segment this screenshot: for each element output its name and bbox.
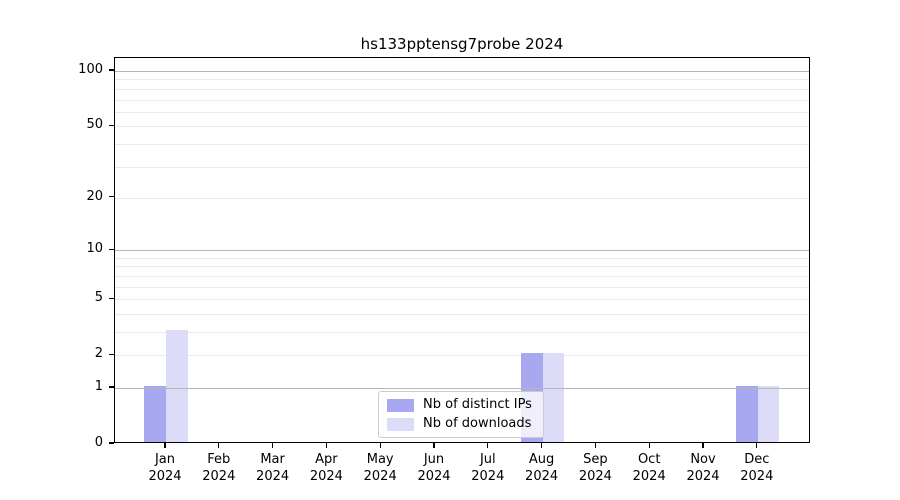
x-tick	[756, 443, 758, 448]
legend: Nb of distinct IPs Nb of downloads	[378, 391, 544, 438]
y-tick-label: 100	[78, 62, 103, 77]
minor-gridline	[115, 126, 809, 128]
y-tick-label: 2	[94, 346, 103, 362]
y-tick	[109, 248, 114, 250]
minor-gridline	[115, 299, 809, 301]
x-tick-label: Jul 2024	[471, 452, 505, 484]
major-gridline	[115, 250, 809, 252]
x-tick	[218, 443, 220, 448]
x-tick	[325, 443, 327, 448]
x-tick	[164, 443, 166, 448]
minor-gridline	[115, 355, 809, 357]
minor-gridline	[115, 99, 809, 101]
y-tick	[109, 442, 114, 444]
legend-label: Nb of distinct IPs	[423, 397, 532, 412]
minor-gridline	[115, 111, 809, 113]
major-gridline	[115, 388, 809, 389]
minor-gridline	[115, 143, 809, 145]
y-tick-label: 1	[94, 379, 103, 394]
x-tick-label: Jan 2024	[148, 452, 182, 484]
legend-swatch-distinct-ips	[387, 398, 414, 412]
legend-swatch-downloads	[387, 417, 414, 431]
minor-gridline	[115, 88, 809, 90]
chart-title: hs133pptensg7probe 2024	[360, 35, 564, 53]
legend-entry-distinct-ips: Nb of distinct IPs	[387, 398, 535, 412]
y-tick	[109, 196, 114, 198]
y-tick	[109, 124, 114, 126]
minor-gridline	[115, 266, 809, 268]
x-tick-label: Aug 2024	[525, 452, 559, 484]
bar-downloads	[757, 386, 780, 442]
y-tick-label: 20	[86, 188, 103, 204]
minor-gridline	[115, 313, 809, 315]
bar-downloads	[542, 353, 565, 442]
bar-distinct-ips	[736, 386, 758, 442]
legend-entry-downloads: Nb of downloads	[387, 417, 535, 431]
y-tick	[109, 353, 114, 355]
y-tick-label: 5	[94, 290, 103, 306]
y-tick-label: 10	[86, 241, 103, 257]
minor-gridline	[115, 166, 809, 168]
minor-gridline	[115, 286, 809, 288]
major-gridline	[115, 71, 809, 72]
y-tick-label: 50	[86, 117, 103, 133]
x-tick-label: Sep 2024	[578, 452, 612, 484]
x-tick-label: Apr 2024	[309, 452, 343, 484]
minor-gridline	[115, 275, 809, 277]
x-tick	[487, 443, 489, 448]
x-tick	[594, 443, 596, 448]
x-tick	[541, 443, 543, 448]
y-tick	[109, 69, 114, 71]
bar-distinct-ips	[144, 386, 166, 442]
x-tick-label: Feb 2024	[202, 452, 236, 484]
x-tick	[379, 443, 381, 448]
x-tick	[272, 443, 274, 448]
minor-gridline	[115, 257, 809, 259]
x-tick	[702, 443, 704, 448]
x-tick	[433, 443, 435, 448]
plot-area	[114, 57, 810, 443]
x-tick-label: Jun 2024	[417, 452, 451, 484]
minor-gridline	[115, 332, 809, 333]
x-tick-label: May 2024	[363, 452, 397, 484]
minor-gridline	[115, 197, 809, 199]
x-tick-label: Oct 2024	[632, 452, 666, 484]
x-tick-label: Dec 2024	[740, 452, 774, 484]
y-tick	[109, 386, 114, 388]
x-tick-label: Nov 2024	[686, 452, 720, 484]
bar-downloads	[166, 330, 188, 442]
x-tick-label: Mar 2024	[256, 452, 290, 484]
x-tick	[648, 443, 650, 448]
legend-label: Nb of downloads	[423, 416, 532, 431]
y-tick-label: 0	[94, 435, 103, 450]
minor-gridline	[115, 79, 809, 81]
y-tick	[109, 297, 114, 299]
